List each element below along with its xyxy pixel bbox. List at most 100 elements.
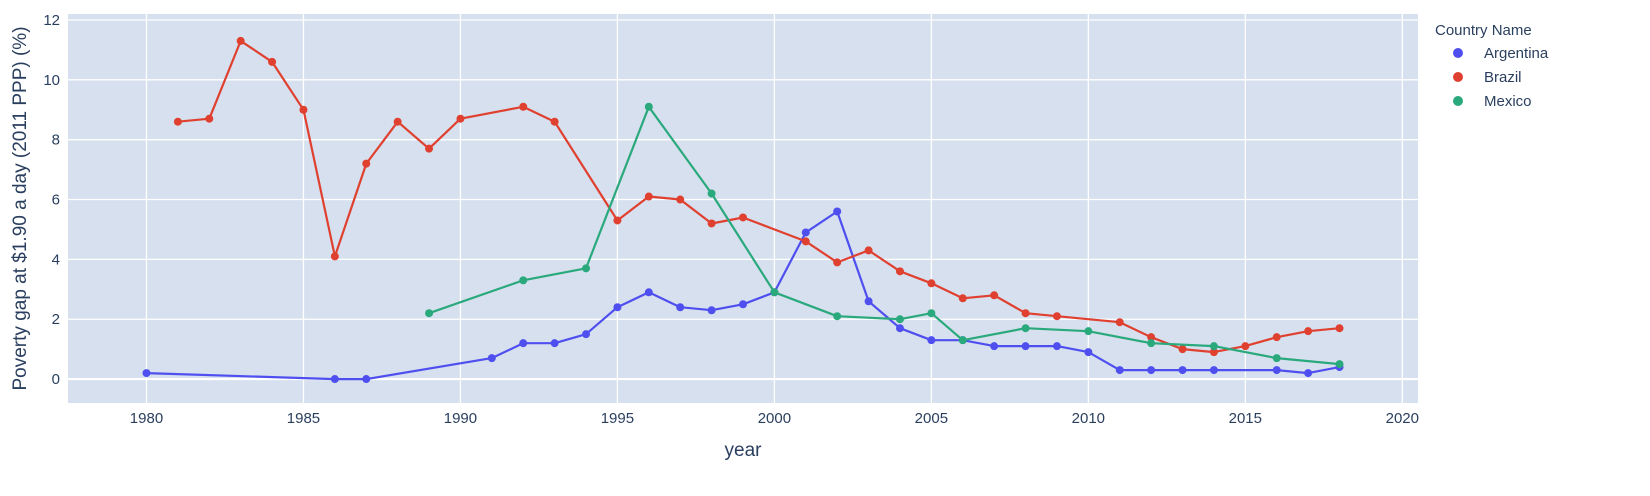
data-point[interactable]	[644, 102, 653, 111]
data-point[interactable]	[1178, 366, 1187, 375]
data-point[interactable]	[173, 117, 182, 126]
x-tick-label: 1990	[444, 410, 477, 427]
data-point[interactable]	[1209, 366, 1218, 375]
data-point[interactable]	[707, 189, 716, 198]
data-point[interactable]	[1021, 309, 1030, 318]
data-point[interactable]	[958, 336, 967, 345]
data-point[interactable]	[833, 258, 842, 267]
y-tick-labels: 0 2 4 6 8 10 12	[43, 12, 60, 388]
data-point[interactable]	[456, 114, 465, 123]
data-point[interactable]	[895, 267, 904, 276]
data-point[interactable]	[519, 276, 528, 285]
x-tick-label: 2000	[758, 410, 791, 427]
data-point[interactable]	[1304, 369, 1313, 378]
data-point[interactable]	[990, 291, 999, 300]
data-point[interactable]	[895, 315, 904, 324]
data-point[interactable]	[236, 36, 245, 45]
data-point[interactable]	[613, 216, 622, 225]
data-point[interactable]	[487, 354, 496, 363]
x-tick-label: 1980	[130, 410, 163, 427]
y-tick-label: 10	[43, 72, 60, 89]
legend-label: Mexico	[1484, 93, 1532, 110]
data-point[interactable]	[550, 117, 559, 126]
legend-item-mexico[interactable]: Mexico	[1453, 93, 1532, 110]
data-point[interactable]	[864, 297, 873, 306]
data-point[interactable]	[1052, 312, 1061, 321]
legend-item-argentina[interactable]: Argentina	[1453, 45, 1549, 62]
data-point[interactable]	[801, 237, 810, 246]
data-point[interactable]	[425, 309, 434, 318]
data-point[interactable]	[1084, 327, 1093, 336]
data-point[interactable]	[1084, 348, 1093, 357]
legend-title: Country Name	[1435, 22, 1532, 39]
data-point[interactable]	[1147, 366, 1156, 375]
data-point[interactable]	[739, 300, 747, 309]
data-point[interactable]	[519, 339, 528, 348]
data-point[interactable]	[550, 339, 559, 348]
data-point[interactable]	[142, 369, 151, 378]
x-tick-label: 2005	[915, 410, 948, 427]
legend-label: Brazil	[1484, 69, 1522, 86]
legend-marker	[1453, 48, 1463, 58]
data-point[interactable]	[330, 252, 339, 261]
data-point[interactable]	[613, 303, 622, 312]
data-point[interactable]	[1272, 333, 1281, 342]
data-point[interactable]	[676, 195, 685, 204]
data-point[interactable]	[833, 312, 842, 321]
data-point[interactable]	[927, 279, 936, 288]
data-point[interactable]	[205, 114, 214, 123]
data-point[interactable]	[299, 105, 308, 114]
data-point[interactable]	[770, 288, 779, 297]
data-point[interactable]	[1209, 342, 1218, 351]
y-tick-label: 12	[43, 12, 60, 29]
data-point[interactable]	[895, 324, 904, 333]
data-point[interactable]	[582, 264, 591, 273]
data-point[interactable]	[1209, 348, 1218, 357]
data-point[interactable]	[676, 303, 685, 312]
data-point[interactable]	[1304, 327, 1313, 336]
data-point[interactable]	[644, 288, 653, 297]
y-tick-label: 4	[52, 251, 60, 268]
data-point[interactable]	[644, 192, 653, 201]
legend-item-brazil[interactable]: Brazil	[1453, 69, 1522, 86]
data-point[interactable]	[1272, 354, 1281, 363]
data-point[interactable]	[1272, 366, 1281, 375]
x-axis-title: year	[725, 440, 763, 461]
data-point[interactable]	[864, 246, 873, 255]
data-point[interactable]	[801, 228, 810, 237]
data-point[interactable]	[1147, 333, 1156, 342]
data-point[interactable]	[1335, 360, 1344, 369]
data-point[interactable]	[268, 57, 277, 66]
data-point[interactable]	[1021, 342, 1030, 351]
data-point[interactable]	[833, 207, 842, 216]
data-point[interactable]	[1052, 342, 1061, 351]
data-point[interactable]	[393, 117, 402, 126]
y-axis-title: Poverty gap at $1.90 a day (2011 PPP) (%…	[10, 26, 31, 390]
data-point[interactable]	[990, 342, 999, 351]
data-point[interactable]	[958, 294, 967, 303]
data-point[interactable]	[1241, 342, 1250, 351]
legend[interactable]: Country Name Argentina Brazil Mexico	[1435, 22, 1549, 110]
data-point[interactable]	[927, 336, 936, 345]
data-point[interactable]	[519, 102, 528, 111]
data-point[interactable]	[707, 219, 716, 228]
data-point[interactable]	[1178, 345, 1187, 354]
data-point[interactable]	[1115, 318, 1124, 327]
data-point[interactable]	[1335, 324, 1344, 333]
series-line	[428, 105, 1340, 366]
data-point[interactable]	[582, 330, 591, 339]
data-point[interactable]	[330, 375, 339, 384]
data-point[interactable]	[739, 213, 747, 222]
data-point[interactable]	[707, 306, 716, 315]
series-mexico	[425, 102, 1344, 369]
data-point[interactable]	[1115, 366, 1124, 375]
data-point[interactable]	[362, 159, 371, 168]
data-point[interactable]	[1147, 339, 1156, 348]
data-point[interactable]	[927, 309, 936, 318]
legend-marker	[1453, 96, 1463, 106]
data-point[interactable]	[362, 375, 371, 384]
y-tick-label: 8	[52, 132, 60, 149]
data-point[interactable]	[425, 144, 434, 153]
data-point[interactable]	[1021, 324, 1030, 333]
